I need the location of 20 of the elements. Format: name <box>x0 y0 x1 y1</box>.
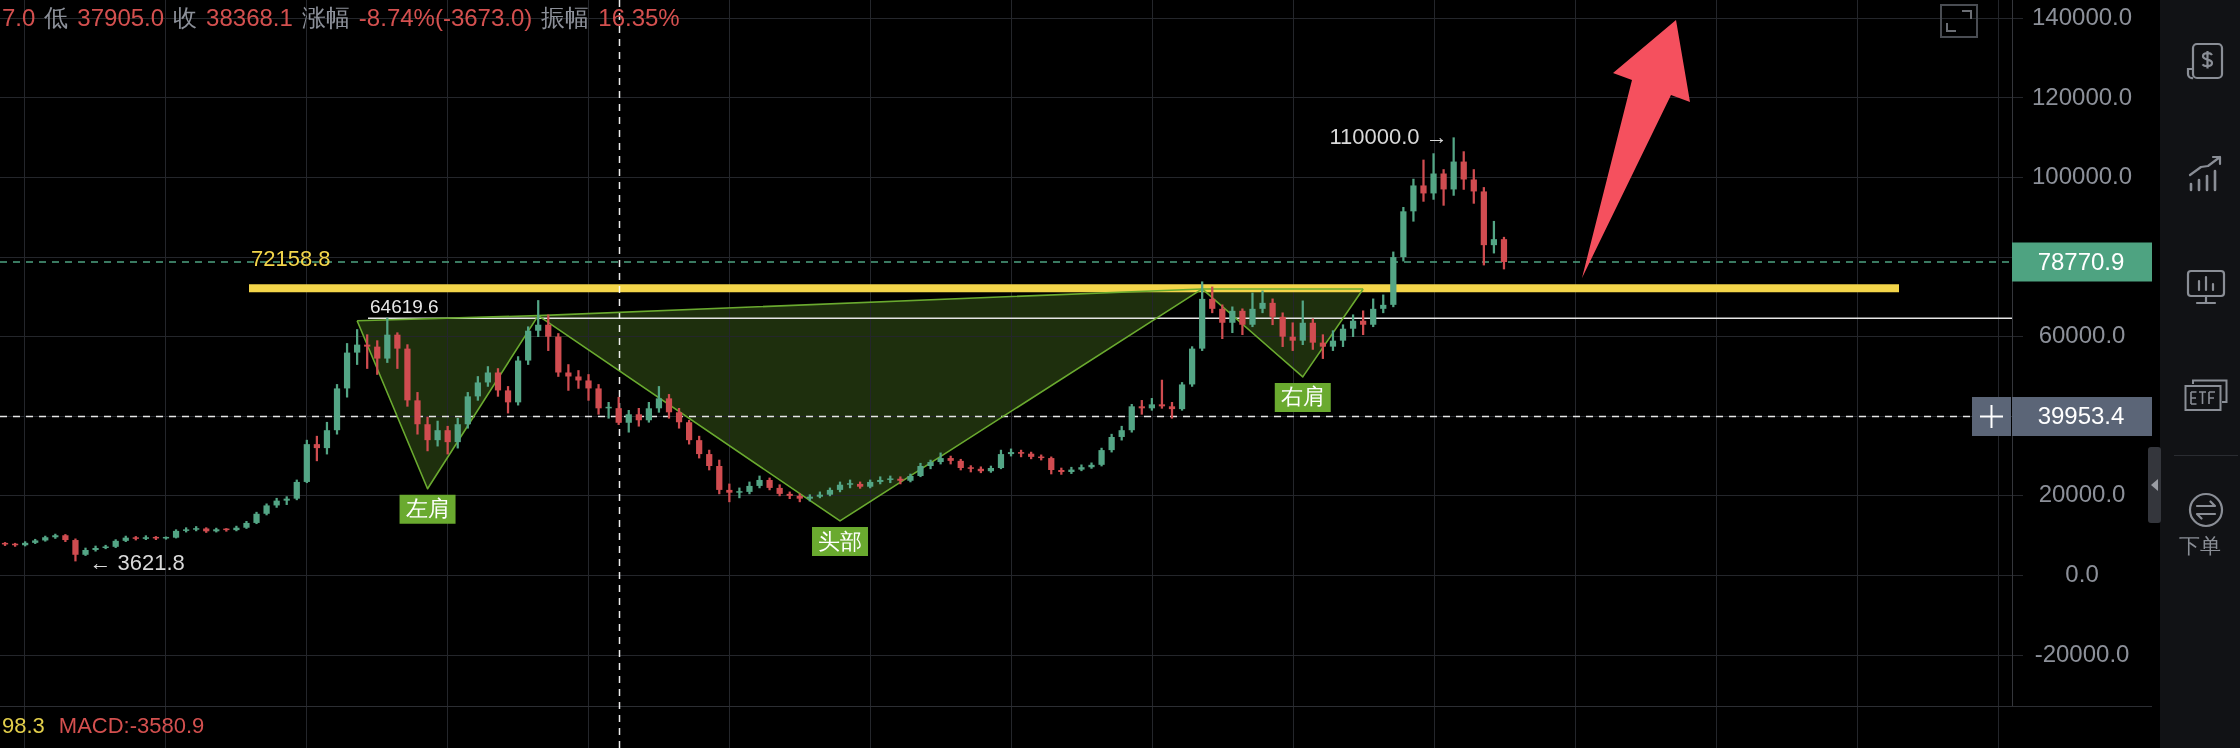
ref-line-label: 64619.6 <box>370 296 439 318</box>
y-tick-label: 120000.0 <box>2032 82 2133 110</box>
annotation: 左肩 <box>405 496 450 522</box>
text: 98.3 <box>2 713 45 738</box>
text: MACD:-3580.9 <box>58 713 205 738</box>
ref-line-label: 78770.9 <box>2037 247 2125 275</box>
ref-line-label: 72158.8 <box>251 246 331 272</box>
y-tick-label: -20000.0 <box>2034 639 2130 667</box>
annotation: 头部 <box>818 528 863 554</box>
y-tick-label: 60000.0 <box>2038 321 2126 349</box>
annotation: ← 3621.8 <box>89 550 185 576</box>
y-tick-label: 20000.0 <box>2038 480 2126 508</box>
text: 下单 <box>2178 533 2222 559</box>
y-tick-label: 140000.0 <box>2032 2 2133 30</box>
y-tick-label: 0.0 <box>2065 560 2099 588</box>
y-tick-label: 100000.0 <box>2032 162 2133 190</box>
text: 7.0 低 37905.0 收 38368.1 涨幅 -8.74%(-3673.0) 振幅 16.35% <box>2 4 680 31</box>
annotation: 110000.0 → <box>1329 123 1448 149</box>
annotation: 右肩 <box>1280 384 1325 410</box>
ref-line-label: 39953.4 <box>2037 402 2125 430</box>
